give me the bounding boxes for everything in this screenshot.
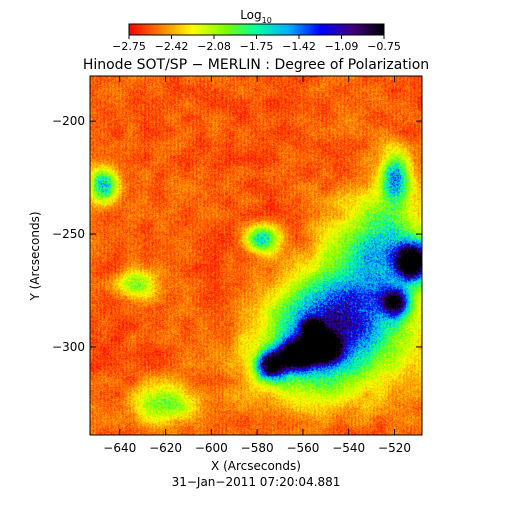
colorbar-tick-label: −0.75 <box>367 40 401 53</box>
y-tick-label: −250 <box>52 227 85 241</box>
observation-timestamp: 31−Jan−2011 07:20:04.881 <box>172 475 341 489</box>
x-tick-label: −540 <box>332 441 365 455</box>
x-tick-label: −640 <box>103 441 136 455</box>
x-axis-label: X (Arcseconds) <box>211 459 301 473</box>
colorbar-tick-label: −2.42 <box>155 40 189 53</box>
colorbar-tick-label: −1.09 <box>325 40 359 53</box>
colorbar-tick-label: −2.75 <box>112 40 146 53</box>
colorbar-tick-label: −1.42 <box>282 40 316 53</box>
x-axis: −640 −620 −600 −580 −560 −540 −520 <box>103 76 411 455</box>
colorbar-label: Log10 <box>240 8 272 25</box>
y-tick-label: −200 <box>52 114 85 128</box>
polarization-map <box>90 76 422 435</box>
colorbar-ticks: −2.75 −2.42 −2.08 −1.75 −1.42 −1.09 −0.75 <box>112 35 401 53</box>
figure-title: Hinode SOT/SP − MERLIN : Degree of Polar… <box>83 57 429 73</box>
x-tick-label: −520 <box>378 441 411 455</box>
colorbar-tick-label: −2.08 <box>197 40 231 53</box>
plot-frame <box>89 75 423 436</box>
y-axis-label: Y (Arcseconds) <box>28 211 42 301</box>
colorbar-tick-label: −1.75 <box>240 40 274 53</box>
x-tick-label: −580 <box>241 441 274 455</box>
x-tick-label: −620 <box>149 441 182 455</box>
y-tick-label: −300 <box>52 340 85 354</box>
x-tick-label: −600 <box>195 441 228 455</box>
y-axis: −200 −250 −300 <box>52 114 422 354</box>
colorbar <box>128 23 385 36</box>
x-tick-label: −560 <box>286 441 319 455</box>
